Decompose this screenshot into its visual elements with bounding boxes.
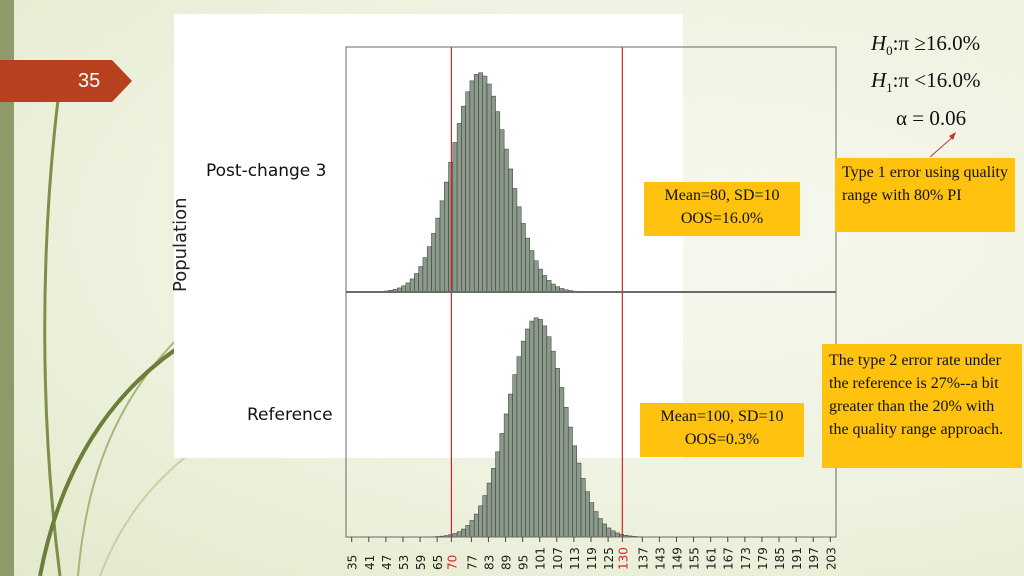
- type2-error-box: The type 2 error rate under the referenc…: [822, 344, 1022, 468]
- alpha-level: α = 0.06: [896, 106, 967, 130]
- x-tick-label: 125: [602, 547, 616, 570]
- x-tick-label: 65: [431, 555, 445, 570]
- x-tick-label: 113: [568, 547, 582, 570]
- h1-subscript: 1: [886, 80, 893, 96]
- h0-expression: :π ≥16.0%: [892, 31, 981, 55]
- x-tick-label: 197: [807, 547, 821, 570]
- reference-stats-line1: Mean=100, SD=10: [660, 408, 784, 425]
- x-tick-label: 41: [363, 555, 377, 570]
- post-change-stats-line2: OOS=16.0%: [680, 210, 764, 227]
- x-tick-label: 167: [722, 547, 736, 570]
- x-tick-label: 101: [534, 547, 548, 570]
- x-tick-label: 130: [616, 547, 630, 570]
- h0-symbol: H: [871, 31, 887, 55]
- x-tick-label: 155: [688, 547, 702, 570]
- x-tick-label: 70: [445, 555, 459, 570]
- x-tick-label: 191: [790, 547, 804, 570]
- panel-label-post-change: Post-change 3: [206, 161, 327, 181]
- left-decor-strip: [0, 0, 14, 576]
- x-tick-label: 137: [636, 547, 650, 570]
- x-tick-label: 119: [585, 547, 599, 570]
- panel-label-reference: Reference: [247, 405, 333, 425]
- h1-symbol: H: [871, 68, 887, 92]
- x-tick-label: 161: [705, 547, 719, 570]
- x-tick-label: 149: [670, 547, 684, 570]
- chart-background-panel: [174, 14, 683, 458]
- x-tick-label: 47: [380, 555, 394, 570]
- x-tick-label: 59: [414, 555, 428, 570]
- x-tick-label: 203: [824, 547, 838, 570]
- h1-expression: :π <16.0%: [892, 68, 981, 92]
- x-tick-label: 95: [517, 555, 531, 570]
- null-hypothesis: H0:π ≥16.0%: [871, 31, 980, 59]
- x-tick-label: 179: [756, 547, 770, 570]
- x-tick-label: 77: [465, 555, 479, 570]
- slide-number-badge: 35: [0, 60, 132, 102]
- reference-stats-line2: OOS=0.3%: [684, 431, 760, 448]
- type1-error-box: Type 1 error using quality range with 80…: [835, 158, 1015, 232]
- x-tick-label: 35: [346, 555, 360, 570]
- h0-subscript: 0: [886, 43, 893, 59]
- reference-stats-box: Mean=100, SD=10 OOS=0.3%: [640, 403, 804, 457]
- x-tick-label: 143: [653, 547, 667, 570]
- post-change-stats-line1: Mean=80, SD=10: [664, 187, 780, 204]
- alternative-hypothesis: H1:π <16.0%: [871, 68, 980, 96]
- post-change-stats-box: Mean=80, SD=10 OOS=16.0%: [644, 182, 800, 236]
- x-tick-label: 53: [397, 555, 411, 570]
- x-tick-label: 185: [773, 547, 787, 570]
- slide-number: 35: [78, 70, 101, 92]
- x-tick-label: 173: [739, 547, 753, 570]
- x-tick-label: 83: [482, 555, 496, 570]
- x-tick-label: 107: [551, 547, 565, 570]
- x-tick-label: 89: [500, 555, 514, 570]
